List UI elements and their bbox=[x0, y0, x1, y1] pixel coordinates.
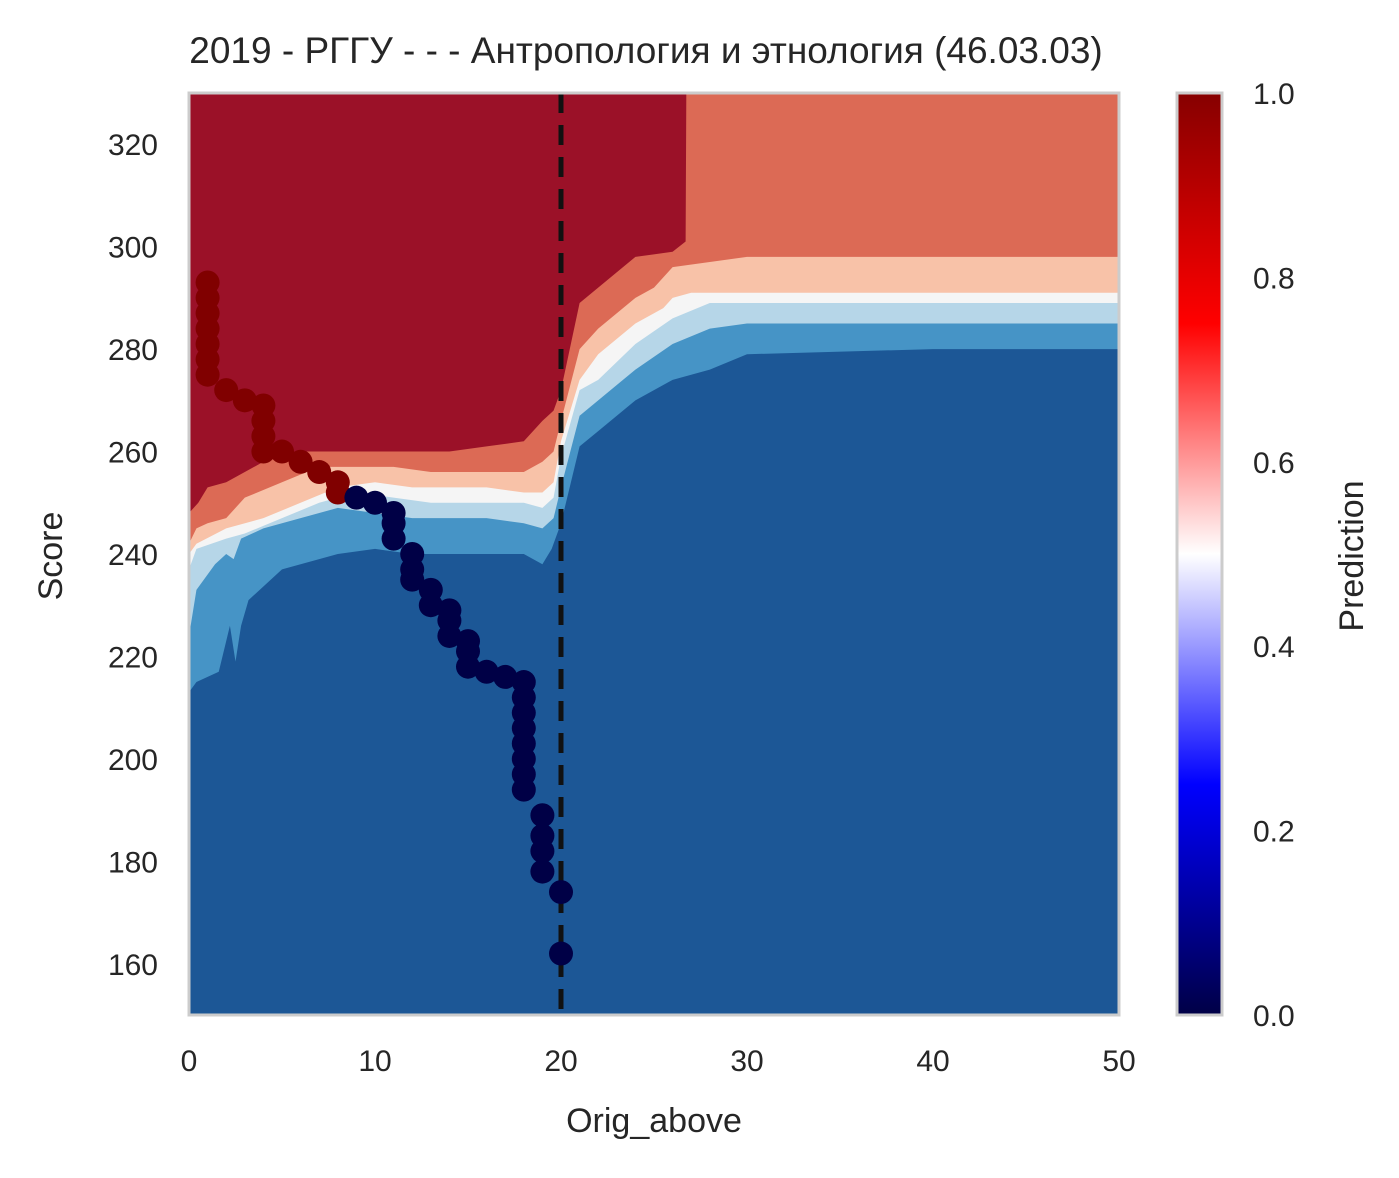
x-axis-label: Orig_above bbox=[566, 1102, 742, 1140]
colorbar-tick-label: 0.8 bbox=[1253, 262, 1295, 295]
y-tick-label: 300 bbox=[108, 232, 158, 265]
y-axis-label: Score bbox=[32, 512, 70, 601]
x-tick-label: 20 bbox=[544, 1045, 577, 1078]
prediction-contour-fill bbox=[189, 93, 1119, 1015]
x-tick-label: 30 bbox=[730, 1045, 763, 1078]
data-point bbox=[214, 378, 239, 403]
data-point bbox=[325, 480, 350, 505]
colorbar-tick-label: 0.6 bbox=[1253, 447, 1295, 480]
y-axis-ticks: 160 180 200 220 240 260 280 300 320 bbox=[108, 129, 158, 982]
y-tick-label: 320 bbox=[108, 129, 158, 162]
data-point bbox=[251, 439, 276, 464]
data-point bbox=[549, 941, 573, 966]
data-point bbox=[530, 859, 555, 884]
data-point bbox=[493, 664, 518, 689]
x-tick-label: 10 bbox=[358, 1045, 391, 1078]
chart-title: 2019 - РГГУ - - - Антропология и этнолог… bbox=[189, 30, 1103, 71]
data-point bbox=[400, 567, 425, 592]
y-tick-label: 240 bbox=[108, 539, 158, 572]
data-points bbox=[195, 270, 573, 966]
data-point bbox=[418, 593, 443, 618]
colorbar-tick-label: 0.0 bbox=[1253, 1000, 1295, 1033]
colorbar-tick-label: 0.4 bbox=[1253, 631, 1295, 664]
y-tick-label: 280 bbox=[108, 334, 158, 367]
data-point bbox=[288, 449, 313, 474]
colorbar-tick-label: 1.0 bbox=[1253, 78, 1295, 111]
plot-area bbox=[189, 93, 1119, 1015]
y-tick-label: 220 bbox=[108, 641, 158, 674]
data-point bbox=[307, 460, 332, 485]
y-tick-label: 160 bbox=[108, 949, 158, 982]
data-point bbox=[363, 490, 387, 515]
data-point bbox=[511, 777, 536, 802]
x-tick-label: 40 bbox=[916, 1045, 949, 1078]
data-point bbox=[270, 439, 294, 464]
x-axis-ticks: 0 10 20 30 40 50 bbox=[181, 1045, 1136, 1078]
data-point bbox=[456, 654, 480, 679]
data-point bbox=[232, 388, 257, 413]
colorbar-ticks: 0.0 0.2 0.4 0.6 0.8 1.0 bbox=[1253, 78, 1295, 1033]
data-point bbox=[530, 839, 555, 864]
data-point bbox=[381, 526, 406, 551]
y-tick-label: 180 bbox=[108, 846, 158, 879]
y-tick-label: 200 bbox=[108, 744, 158, 777]
data-point bbox=[530, 803, 555, 828]
data-point bbox=[344, 485, 369, 510]
data-point bbox=[549, 880, 573, 905]
colorbar-label: Prediction bbox=[1333, 480, 1371, 631]
plot-frame bbox=[187, 91, 1121, 1017]
x-tick-label: 50 bbox=[1102, 1045, 1135, 1078]
y-tick-label: 260 bbox=[108, 437, 158, 470]
colorbar-gradient bbox=[1175, 91, 1224, 1017]
x-tick-label: 0 bbox=[181, 1045, 198, 1078]
data-point bbox=[195, 362, 220, 387]
data-point bbox=[474, 659, 499, 684]
data-point bbox=[437, 623, 462, 648]
colorbar-tick-label: 0.2 bbox=[1253, 816, 1295, 849]
colorbar: 0.0 0.2 0.4 0.6 0.8 1.0 Prediction bbox=[1175, 78, 1371, 1033]
